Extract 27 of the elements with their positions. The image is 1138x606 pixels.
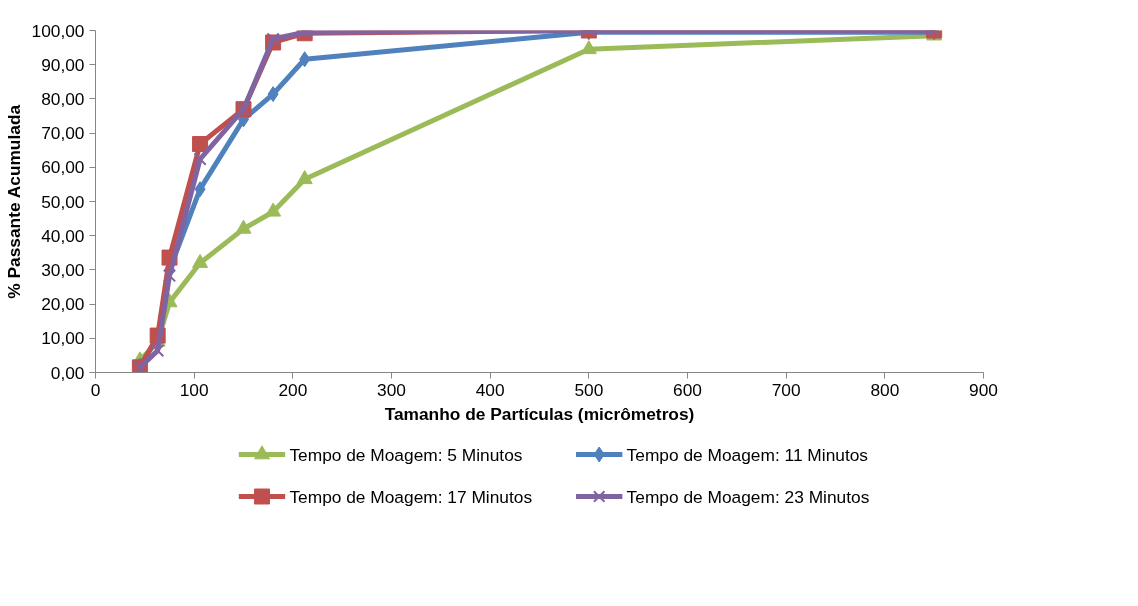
x-tick-label: 400 bbox=[475, 379, 505, 400]
x-tick-label: 100 bbox=[179, 379, 209, 400]
y-tick-label: 90,00 bbox=[41, 54, 85, 75]
x-tick-label: 0 bbox=[90, 379, 101, 400]
x-tick-label: 800 bbox=[870, 379, 900, 400]
x-tick-label: 600 bbox=[673, 379, 702, 400]
y-tick-label: 70,00 bbox=[41, 123, 85, 144]
y-tick-label: 100,00 bbox=[31, 20, 85, 41]
y-tick-label: 80,00 bbox=[41, 88, 85, 109]
y-tick-label: 10,00 bbox=[41, 328, 85, 349]
legend-label: Tempo de Moagem: 23 Minutos bbox=[626, 486, 870, 507]
x-tick-label: 500 bbox=[574, 379, 604, 400]
x-tick-label: 700 bbox=[771, 379, 801, 400]
y-tick-label: 50,00 bbox=[41, 191, 85, 212]
x-tick-label: 300 bbox=[377, 379, 406, 400]
x-axis-title: Tamanho de Partículas (micrômetros) bbox=[384, 403, 695, 424]
y-tick-label: 40,00 bbox=[41, 225, 85, 246]
legend-label: Tempo de Moagem: 17 Minutos bbox=[289, 486, 533, 507]
y-tick-label: 30,00 bbox=[41, 259, 85, 280]
y-tick-label: 60,00 bbox=[41, 157, 85, 178]
x-tick-label: 900 bbox=[969, 379, 998, 400]
legend-label: Tempo de Moagem: 11 Minutos bbox=[626, 444, 869, 465]
y-tick-label: 0,00 bbox=[50, 362, 85, 383]
y-axis-title: % Passante Acumulada bbox=[3, 104, 24, 299]
x-tick-label: 200 bbox=[278, 379, 308, 400]
legend-label: Tempo de Moagem: 5 Minutos bbox=[289, 444, 523, 465]
y-tick-label: 20,00 bbox=[41, 294, 85, 315]
